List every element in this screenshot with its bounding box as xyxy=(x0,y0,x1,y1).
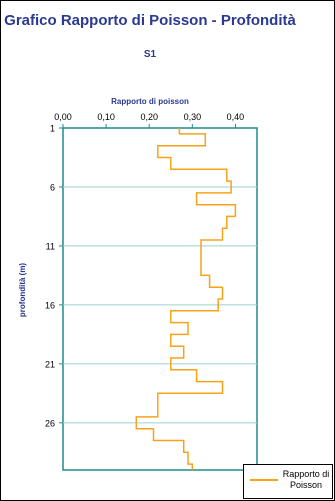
y-axis-title: profondità (m) xyxy=(18,263,27,318)
plot-area xyxy=(62,127,258,471)
y-tick-label: 26 xyxy=(45,418,55,428)
legend-line-swatch xyxy=(250,479,278,481)
x-tick-label: 0,10 xyxy=(97,112,115,122)
x-tick-label: 0,30 xyxy=(184,112,202,122)
series-line xyxy=(135,128,237,470)
chart-title: Grafico Rapporto di Poisson - Profondità xyxy=(4,12,296,29)
y-tick-label: 1 xyxy=(50,124,55,134)
legend-label: Rapporto di Poisson xyxy=(282,469,330,490)
legend: Rapporto di Poisson xyxy=(243,464,333,499)
x-tick-label: 0,00 xyxy=(54,112,72,122)
grid-lines xyxy=(63,186,257,424)
chart-subtitle: S1 xyxy=(143,49,157,60)
x-axis-title: Rapporto di poisson xyxy=(111,97,189,106)
y-tick-label: 16 xyxy=(45,300,55,310)
x-tick-label: 0,40 xyxy=(227,112,245,122)
y-tick-label: 11 xyxy=(46,241,55,251)
y-tick-label: 6 xyxy=(50,182,55,192)
y-tick-label: 21 xyxy=(45,359,55,369)
x-tick-label: 0,20 xyxy=(140,112,158,122)
